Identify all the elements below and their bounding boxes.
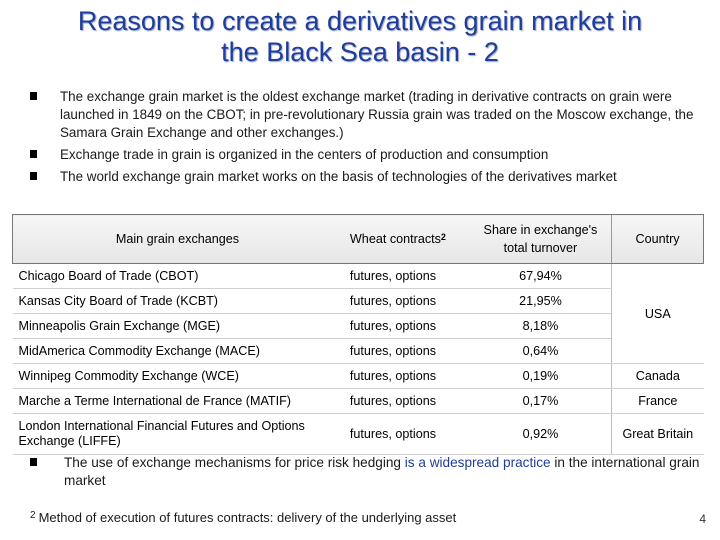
header-main-exchanges: Main grain exchanges	[11, 214, 342, 264]
header-share-line-1: Share in exchange's	[483, 223, 598, 237]
header-share: Share in exchange's total turnover	[469, 214, 612, 264]
contract-type: futures, options	[341, 363, 470, 389]
bottom-bullet-text: The use of exchange mechanisms for price…	[30, 454, 710, 490]
contract-type: futures, options	[341, 313, 470, 339]
bottom-bullet-part-1: The use of exchange mechanisms for price…	[64, 455, 405, 470]
exchange-name: Marche a Terme International de France (…	[12, 388, 342, 414]
bullet-list: The exchange grain market is the oldest …	[30, 88, 700, 186]
footnote-marker: 2	[30, 510, 36, 521]
title-line-2: the Black Sea basin - 2	[221, 37, 499, 67]
square-bullet-icon	[30, 150, 37, 158]
bullet-item: The world exchange grain market works on…	[30, 168, 700, 186]
exchange-name: Minneapolis Grain Exchange (MGE)	[12, 313, 342, 339]
table-row: Kansas City Board of Trade (KCBT) future…	[12, 288, 704, 314]
bottom-bullet: The use of exchange mechanisms for price…	[30, 454, 710, 490]
bullet-text: The exchange grain market is the oldest …	[60, 89, 694, 140]
country-usa: USA	[611, 263, 704, 364]
country-cell: Great Britain	[611, 413, 704, 455]
bottom-bullet-highlight: is a widespread practice	[404, 455, 551, 470]
share-value: 67,94%	[469, 263, 612, 289]
grain-exchanges-table: Main grain exchanges Wheat contracts2 Sh…	[11, 214, 704, 455]
bullet-item: The exchange grain market is the oldest …	[30, 88, 700, 142]
title-line-1: Reasons to create a derivatives grain ma…	[77, 6, 643, 36]
exchange-name: Chicago Board of Trade (CBOT)	[12, 263, 342, 289]
share-value: 0,19%	[469, 363, 612, 389]
share-value: 8,18%	[469, 313, 612, 339]
table-row: Chicago Board of Trade (CBOT) futures, o…	[12, 263, 704, 364]
share-value: 21,95%	[469, 288, 612, 314]
contract-type: futures, options	[341, 413, 470, 455]
bottom-bullet-part-3: in the international grain market	[64, 455, 700, 488]
slide-title: Reasons to create a derivatives grain ma…	[0, 6, 720, 68]
page-number: 4	[699, 512, 706, 526]
bullet-text: Exchange trade in grain is organized in …	[60, 147, 549, 162]
table-row: London International Financial Futures a…	[12, 413, 704, 455]
country-cell: France	[611, 388, 704, 414]
header-wheat-contracts: Wheat contracts2	[341, 214, 470, 264]
header-share-line-2: total turnover	[503, 241, 578, 255]
table-row: Marche a Terme International de France (…	[12, 388, 704, 414]
share-value: 0,92%	[469, 413, 612, 455]
header-country: Country	[611, 214, 704, 264]
square-bullet-icon	[30, 172, 37, 180]
square-bullet-icon	[30, 92, 37, 100]
share-value: 0,17%	[469, 388, 612, 414]
contract-type: futures, options	[341, 263, 470, 289]
header-wheat-superscript: 2	[440, 232, 446, 242]
exchange-name: London International Financial Futures a…	[12, 413, 342, 455]
country-cell: Canada	[611, 363, 704, 389]
contract-type: futures, options	[341, 338, 470, 364]
table-row: Minneapolis Grain Exchange (MGE) futures…	[12, 313, 704, 339]
footnote-text: Method of execution of futures contracts…	[38, 510, 457, 525]
bullet-item: Exchange trade in grain is organized in …	[30, 146, 700, 164]
table-header-row: Main grain exchanges Wheat contracts2 Sh…	[11, 214, 704, 264]
bullet-text: The world exchange grain market works on…	[60, 169, 617, 184]
header-wheat-label: Wheat contracts	[349, 232, 441, 246]
exchange-name: MidAmerica Commodity Exchange (MACE)	[12, 338, 342, 364]
contract-type: futures, options	[341, 388, 470, 414]
square-bullet-icon	[30, 458, 37, 466]
exchange-name: Winnipeg Commodity Exchange (WCE)	[12, 363, 342, 389]
table-row: MidAmerica Commodity Exchange (MACE) fut…	[12, 338, 704, 364]
contract-type: futures, options	[341, 288, 470, 314]
table-row: Winnipeg Commodity Exchange (WCE) future…	[12, 363, 704, 389]
footnote: 2 Method of execution of futures contract…	[30, 510, 456, 525]
share-value: 0,64%	[469, 338, 612, 364]
exchange-name: Kansas City Board of Trade (KCBT)	[12, 288, 342, 314]
